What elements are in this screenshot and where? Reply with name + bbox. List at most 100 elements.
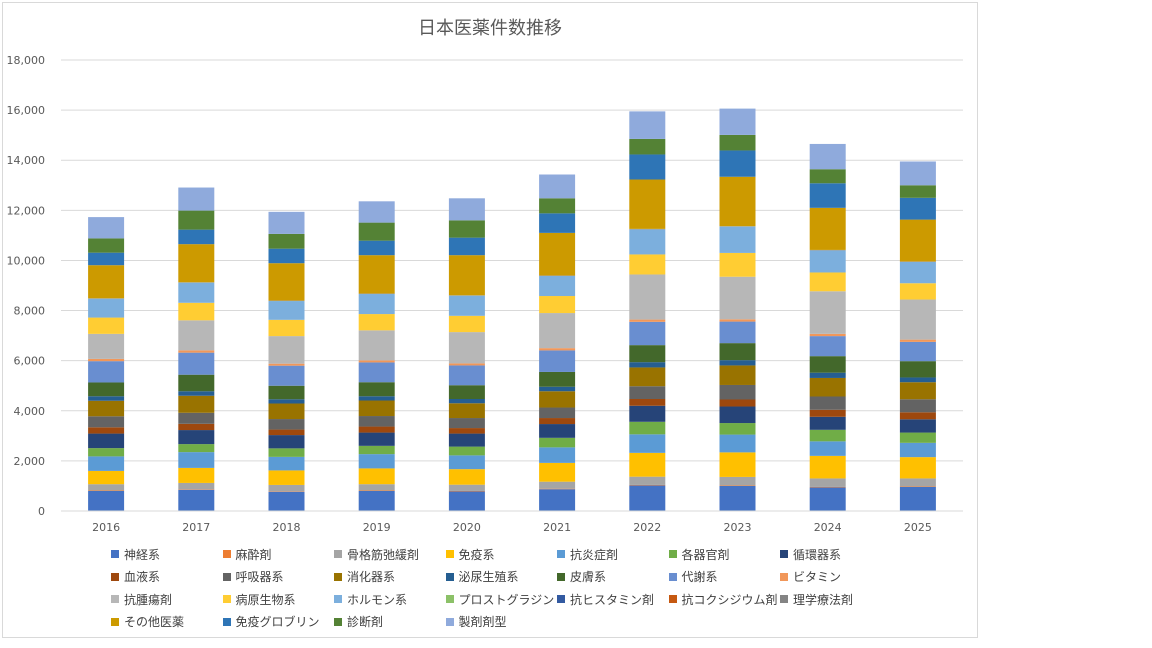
bar-segment bbox=[448, 385, 485, 400]
legend-swatch bbox=[445, 617, 454, 626]
y-tick-label: 8,000 bbox=[14, 305, 46, 318]
bar-segment bbox=[358, 484, 395, 491]
bar-segment bbox=[88, 217, 125, 239]
bar-segment bbox=[719, 252, 756, 277]
bar-segment bbox=[268, 248, 305, 264]
bar-segment bbox=[629, 254, 666, 275]
bar-segment bbox=[268, 435, 305, 449]
bar-segment bbox=[88, 490, 125, 491]
bar-segment bbox=[358, 396, 395, 401]
bar-segment bbox=[809, 377, 846, 397]
bar-segment bbox=[178, 430, 215, 445]
legend-swatch bbox=[445, 572, 454, 581]
bar-segment bbox=[88, 317, 125, 334]
legend-item: 骨格筋弛緩剤 bbox=[334, 545, 419, 563]
bar-segment bbox=[88, 298, 125, 318]
bar-segment bbox=[268, 484, 305, 492]
legend-item: 麻酔剤 bbox=[222, 545, 272, 563]
bar-segment bbox=[899, 478, 936, 487]
bar-segment bbox=[178, 489, 215, 511]
bar-segment bbox=[809, 143, 846, 170]
legend-item: ビタミン bbox=[780, 568, 841, 586]
bar-segment bbox=[448, 490, 485, 492]
bar-segment bbox=[358, 201, 395, 223]
bar-segment bbox=[719, 365, 756, 385]
legend-swatch bbox=[668, 595, 677, 603]
bar-segment bbox=[88, 433, 125, 449]
bar-segment bbox=[539, 213, 576, 233]
legend-label: 泌尿生殖系 bbox=[458, 570, 519, 584]
bar-segment bbox=[178, 210, 215, 230]
chart-title: 日本医薬件数推移 bbox=[418, 18, 562, 39]
bar-segment bbox=[629, 154, 666, 180]
x-tick-label: 2018 bbox=[273, 521, 301, 534]
bar-segment bbox=[178, 391, 215, 396]
bar-segment bbox=[358, 416, 395, 427]
bar-segment bbox=[629, 484, 666, 486]
bar-segment bbox=[629, 345, 666, 363]
bar-segment bbox=[899, 261, 936, 284]
bar-segment bbox=[539, 232, 576, 276]
legend-label: 抗炎症剤 bbox=[570, 547, 619, 562]
bar-segment bbox=[809, 291, 846, 334]
bar-segment bbox=[719, 485, 756, 486]
x-tick-label: 2024 bbox=[814, 521, 842, 534]
bar-segment bbox=[719, 319, 756, 322]
bar-segment bbox=[899, 419, 936, 433]
bar-segment bbox=[539, 350, 576, 372]
bar-segment bbox=[358, 362, 395, 383]
bar-segment bbox=[629, 452, 666, 477]
bar-segment bbox=[268, 429, 305, 436]
legend-label: プロストグラジン bbox=[458, 592, 555, 607]
bar-segment bbox=[88, 470, 125, 485]
legend-swatch bbox=[111, 595, 119, 603]
bar-segment bbox=[539, 391, 576, 408]
bar-segment bbox=[899, 399, 936, 413]
bar-segment bbox=[448, 491, 485, 511]
legend-item: 抗炎症剤 bbox=[557, 545, 618, 563]
bar-segment bbox=[88, 484, 125, 491]
legend-item: 血液系 bbox=[111, 568, 160, 586]
bar-segment bbox=[629, 367, 666, 387]
bar-segment bbox=[448, 484, 485, 491]
legend-swatch bbox=[334, 617, 342, 626]
bar-segment bbox=[899, 339, 936, 342]
bar-segment bbox=[719, 434, 756, 453]
bar-segment bbox=[539, 407, 576, 419]
legend-swatch bbox=[334, 595, 342, 603]
x-tick-label: 2021 bbox=[543, 521, 571, 534]
bar-segment bbox=[899, 486, 936, 487]
x-tick-label: 2020 bbox=[453, 521, 481, 534]
bar-segment bbox=[358, 255, 395, 294]
bar-segment bbox=[809, 372, 846, 378]
bar-segment bbox=[178, 229, 215, 245]
bar-segment bbox=[88, 396, 125, 401]
bar-segment bbox=[448, 255, 485, 296]
bar-segment bbox=[539, 424, 576, 438]
legend-item: 理学療法剤 bbox=[780, 590, 853, 608]
bar-segment bbox=[358, 240, 395, 256]
x-tick-label: 2022 bbox=[633, 521, 661, 534]
bars bbox=[88, 108, 936, 511]
legend-item: 免疫系 bbox=[445, 545, 495, 563]
legend-swatch bbox=[222, 572, 231, 581]
bar-segment bbox=[719, 134, 756, 151]
bar-segment bbox=[178, 467, 215, 483]
legend-swatch bbox=[334, 550, 342, 558]
x-tick-label: 2019 bbox=[363, 521, 391, 534]
bar-segment bbox=[629, 179, 666, 229]
bar-segment bbox=[178, 244, 215, 283]
bar-segment bbox=[629, 386, 666, 400]
bar-segment bbox=[539, 462, 576, 482]
bar-segment bbox=[88, 358, 125, 362]
y-tick-label: 10,000 bbox=[7, 254, 46, 267]
bar-segment bbox=[539, 313, 576, 349]
x-tick-label: 2017 bbox=[182, 521, 210, 534]
bar-segment bbox=[178, 374, 215, 392]
bar-segment bbox=[358, 400, 395, 417]
bar-segment bbox=[448, 365, 485, 386]
bar-segment bbox=[268, 233, 305, 249]
bar-segment bbox=[358, 445, 395, 455]
legend-item: 病原生物系 bbox=[222, 590, 296, 608]
bar-segment bbox=[448, 428, 485, 434]
